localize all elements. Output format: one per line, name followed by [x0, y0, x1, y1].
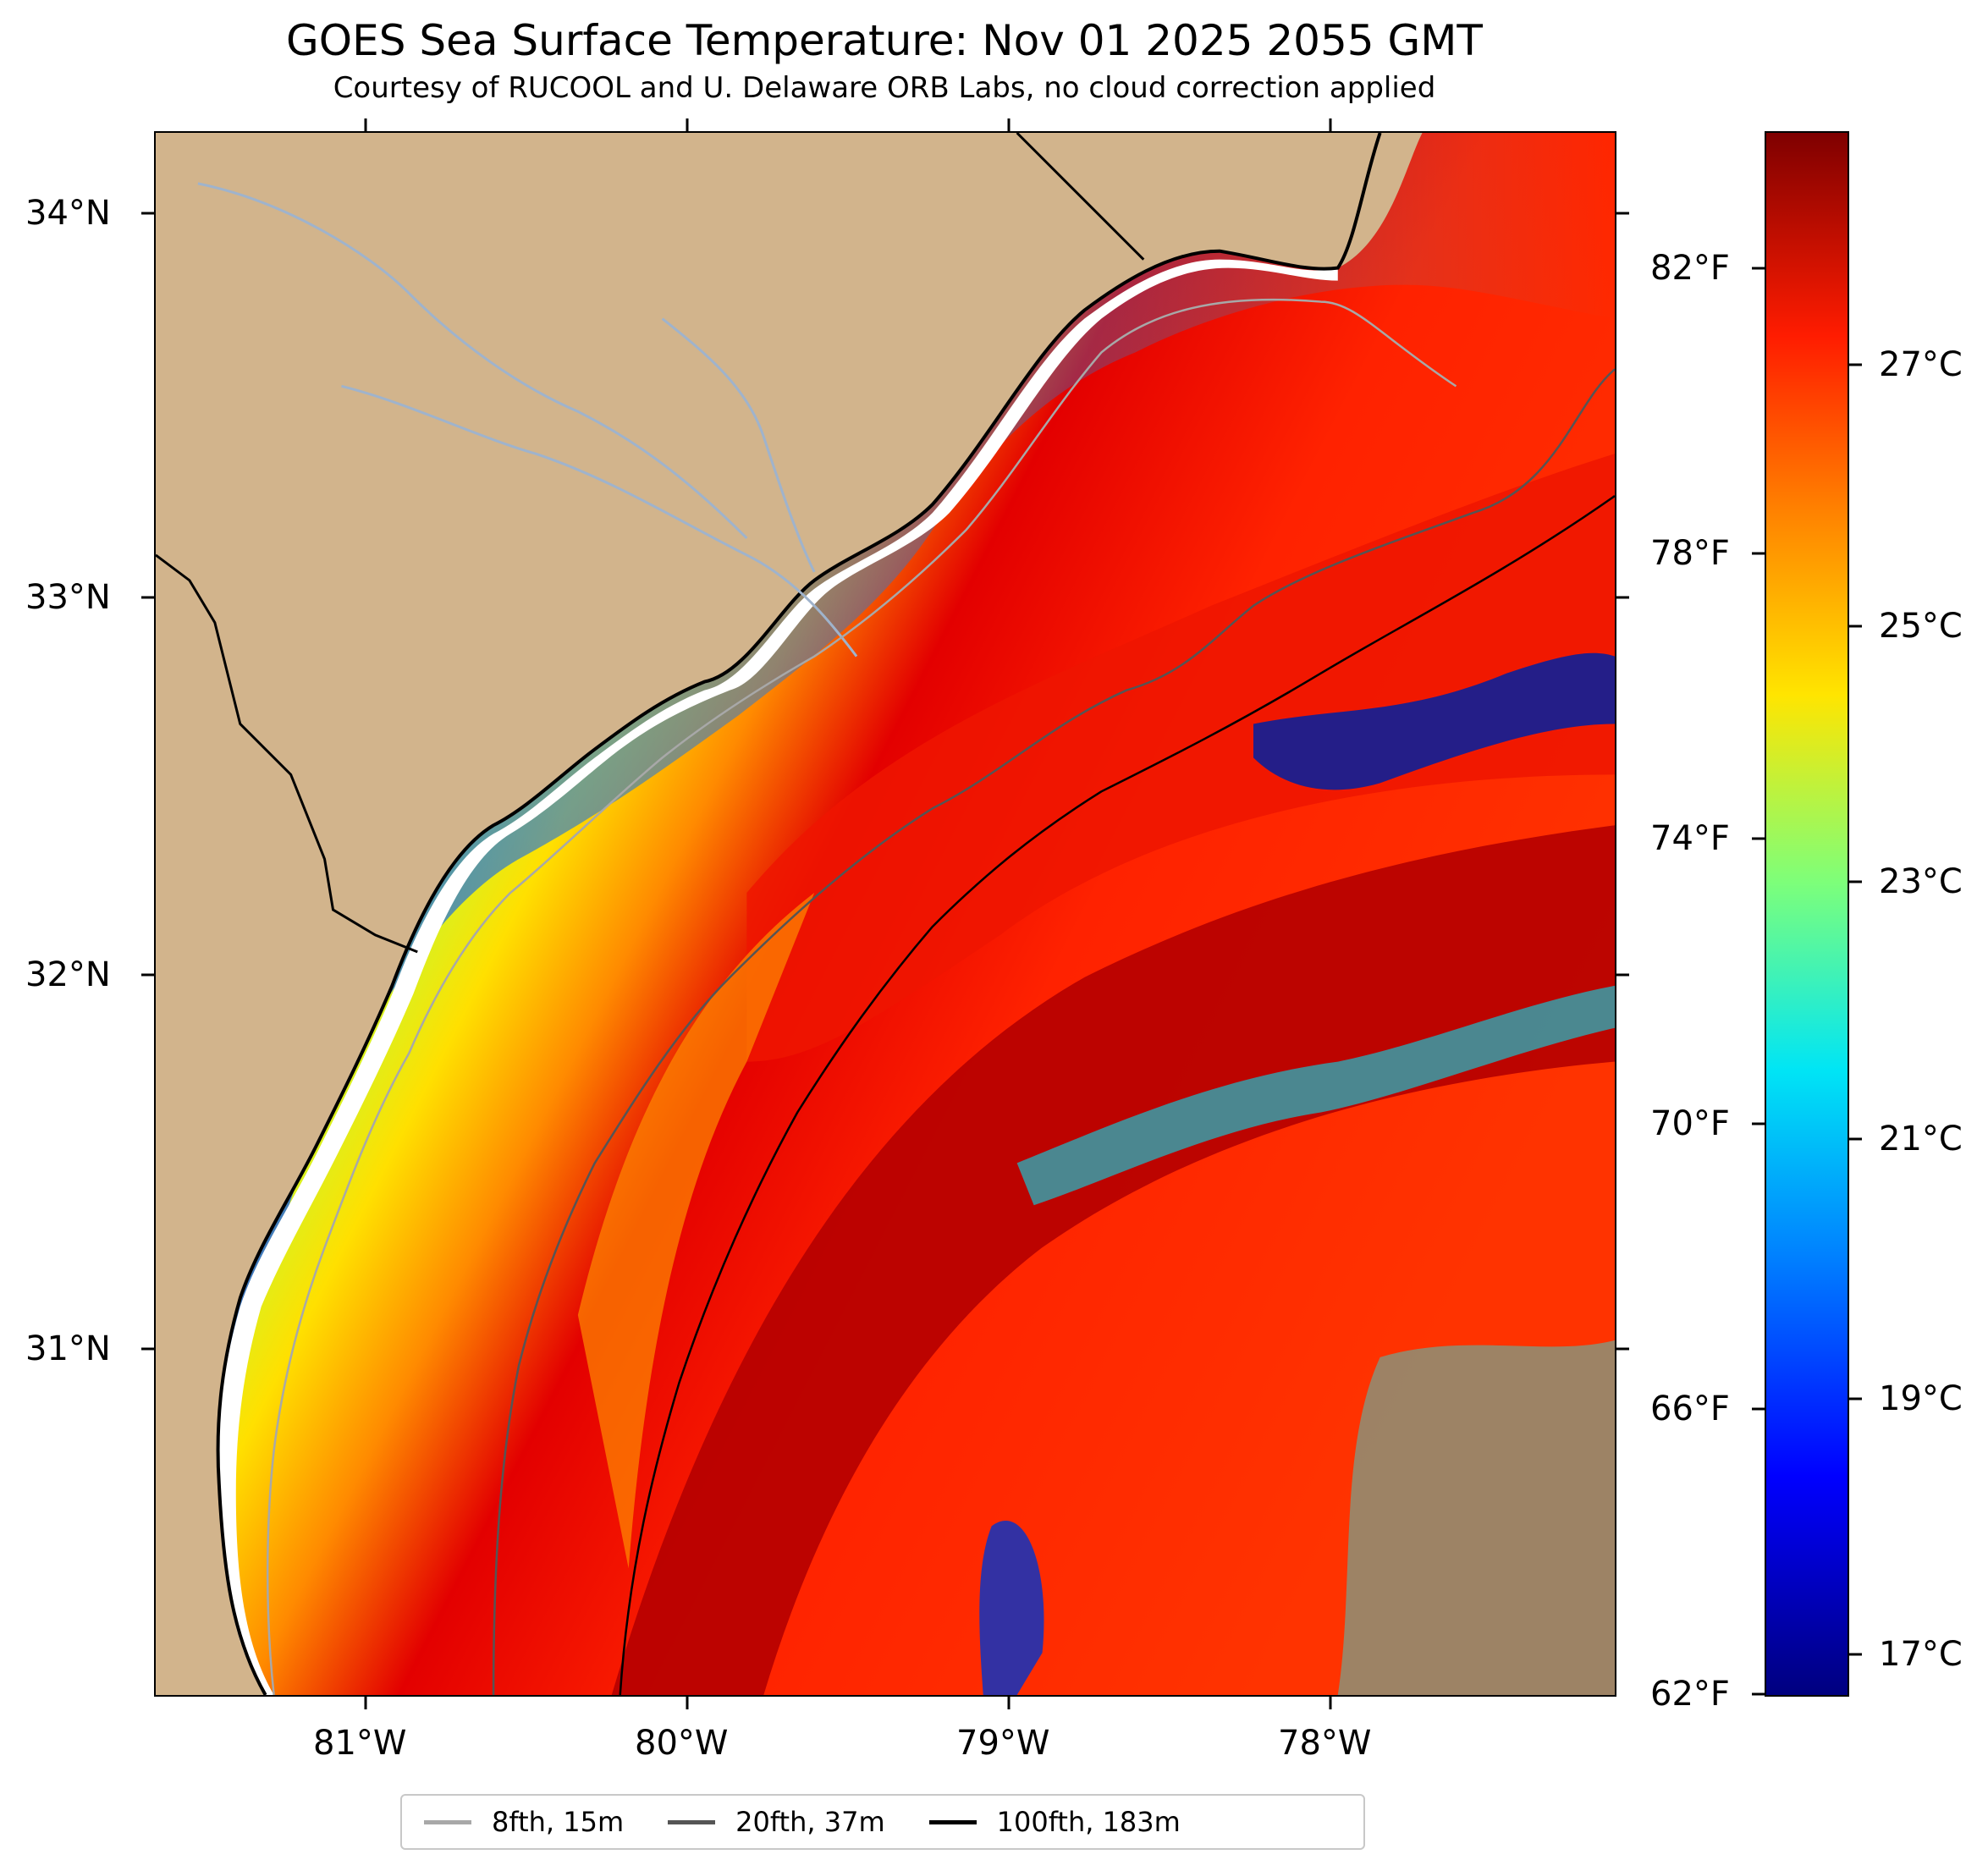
lon-label-81: 81°W [313, 1724, 407, 1763]
legend-swatch-100fth [928, 1819, 977, 1824]
celsius-21: 21°C [1879, 1120, 1963, 1158]
legend-item-100fth: 100fth, 183m [928, 1806, 1181, 1838]
cool-patch-southeast [1337, 1340, 1615, 1695]
sst-map-canvas [156, 133, 1615, 1695]
lat-label-32: 32°N [25, 955, 111, 994]
fahrenheit-82: 82°F [1650, 249, 1730, 288]
warm-eddy-north [746, 454, 1615, 1062]
isobath-legend: 8fth, 15m 20fth, 37m 100fth, 183m [400, 1794, 1365, 1850]
celsius-25: 25°C [1879, 607, 1963, 646]
coastline [216, 133, 1382, 1695]
isobath-8fth [266, 298, 1457, 1695]
isobath-20fth [492, 368, 1615, 1695]
celsius-19: 19°C [1879, 1379, 1963, 1418]
river-2 [341, 384, 858, 658]
lat-label-31: 31°N [25, 1329, 111, 1368]
celsius-23: 23°C [1879, 862, 1963, 901]
legend-label-100fth: 100fth, 183m [996, 1806, 1181, 1838]
river-3 [661, 317, 816, 573]
fahrenheit-70: 70°F [1650, 1104, 1730, 1143]
fahrenheit-78: 78°F [1650, 534, 1730, 573]
cool-filament-1 [1253, 652, 1615, 790]
legend-item-20fth: 20fth, 37m [668, 1806, 885, 1838]
cool-patch-south [979, 1521, 1044, 1695]
temperature-colorbar [1765, 131, 1849, 1697]
lat-label-34: 34°N [25, 194, 111, 233]
legend-swatch-8fth [424, 1819, 471, 1824]
lat-label-33: 33°N [25, 578, 111, 617]
lon-label-79: 79°W [956, 1724, 1050, 1763]
fahrenheit-74: 74°F [1650, 819, 1730, 858]
cool-filament-2 [1016, 985, 1615, 1206]
lon-label-80: 80°W [635, 1724, 729, 1763]
gulf-stream-core [611, 825, 1615, 1695]
river-1 [197, 182, 748, 540]
state-border [1016, 133, 1145, 261]
orange-front [577, 893, 815, 1569]
legend-label-20fth: 20fth, 37m [735, 1806, 885, 1838]
land-area [156, 133, 1423, 1695]
lon-label-78: 78°W [1278, 1724, 1372, 1763]
state-border-2 [156, 553, 418, 954]
legend-swatch-20fth [668, 1819, 716, 1824]
map-subtitle: Courtesy of RUCOOL and U. Delaware ORB L… [333, 71, 1436, 105]
map-title: GOES Sea Surface Temperature: Nov 01 202… [286, 16, 1483, 65]
celsius-27: 27°C [1879, 345, 1963, 384]
sst-map[interactable] [154, 131, 1616, 1697]
legend-label-8fth: 8fth, 15m [492, 1806, 625, 1838]
fahrenheit-62: 62°F [1650, 1675, 1730, 1714]
legend-item-8fth: 8fth, 15m [424, 1806, 624, 1838]
fahrenheit-66: 66°F [1650, 1389, 1730, 1428]
celsius-17: 17°C [1879, 1635, 1963, 1674]
isobath-100fth [619, 495, 1615, 1695]
